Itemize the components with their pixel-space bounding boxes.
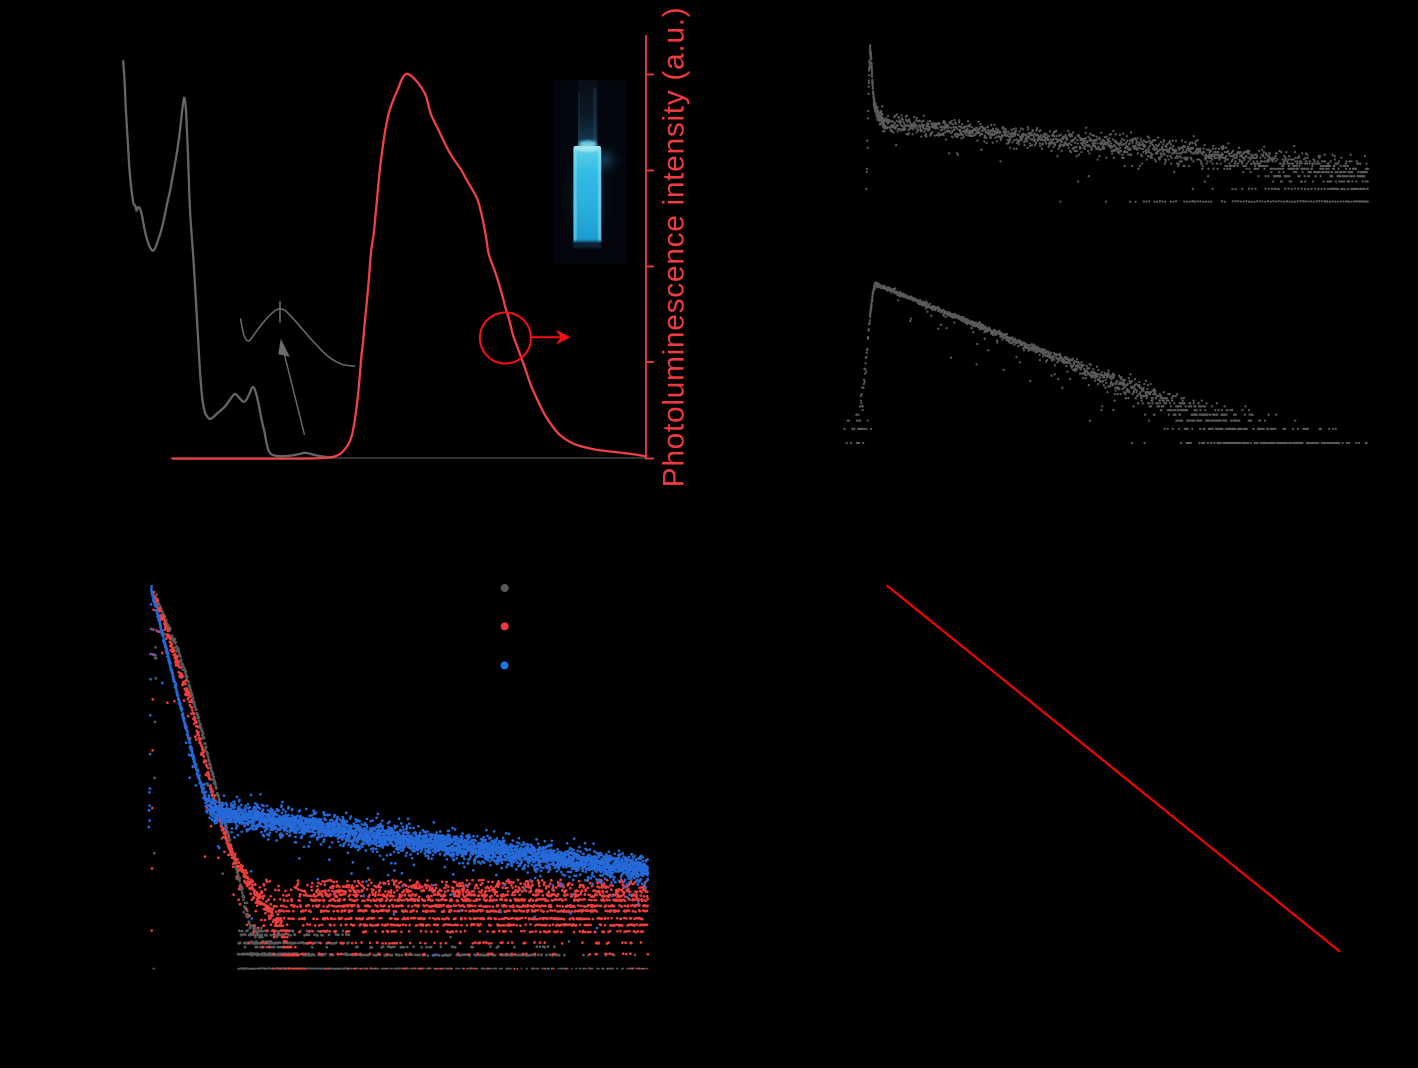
svg-text:Photoluminescence intensity (a: Photoluminescence intensity (a.u.)	[658, 7, 691, 488]
